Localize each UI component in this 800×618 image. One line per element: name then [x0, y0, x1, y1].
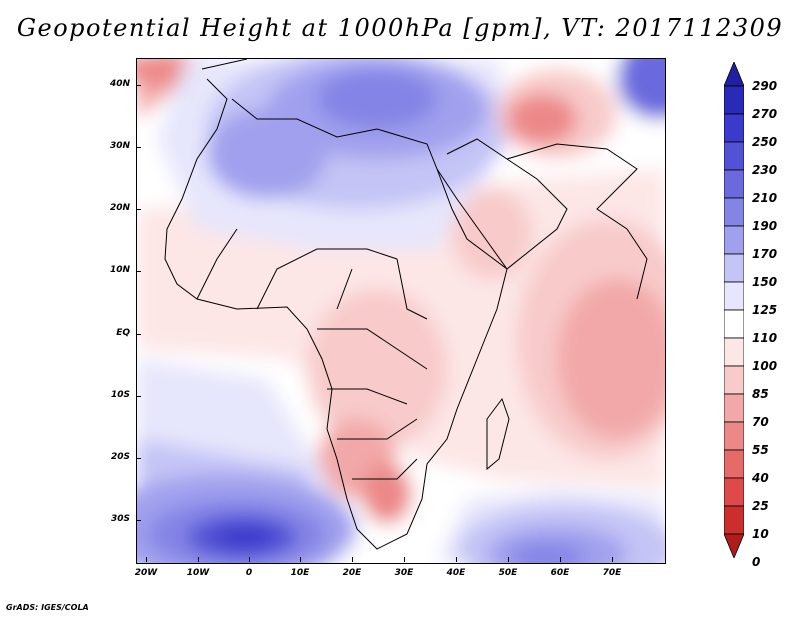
color-bar-segment: [724, 449, 744, 479]
lon-label-40e: 40E: [446, 568, 466, 578]
lon-tick: [404, 557, 405, 562]
lon-tick: [508, 557, 509, 562]
lat-label-30n: 30N: [109, 141, 130, 151]
lat-tick: [136, 396, 141, 397]
legend-label-25: 25: [752, 499, 769, 513]
lat-label-20s: 20S: [110, 452, 130, 462]
legend-label-125: 125: [752, 303, 778, 317]
lon-tick: [249, 557, 250, 562]
lon-tick: [456, 557, 457, 562]
lon-label-10e: 10E: [290, 568, 310, 578]
color-bar-segment: [724, 225, 744, 255]
coastlines: [164, 59, 648, 550]
height-field: [137, 59, 665, 563]
lon-tick: [300, 557, 301, 562]
legend-label-290: 290: [752, 79, 778, 93]
legend-label-110: 110: [752, 331, 778, 345]
lat-tick: [136, 147, 141, 148]
lon-tick: [198, 557, 199, 562]
legend-label-55: 55: [752, 443, 769, 457]
legend-label-40: 40: [752, 471, 769, 485]
color-bar-top-arrow: [724, 62, 744, 87]
lat-label-eq: EQ: [116, 328, 130, 338]
lon-label-20w: 20W: [134, 568, 158, 578]
color-bar-segment: [724, 281, 744, 311]
legend-label-210: 210: [752, 191, 778, 205]
lon-tick: [146, 557, 147, 562]
lat-label-20n: 20N: [109, 203, 130, 213]
lon-label-70e: 70E: [602, 568, 622, 578]
color-bar-segment: [724, 421, 744, 451]
legend-label-270: 270: [752, 107, 778, 121]
lon-label-50e: 50E: [498, 568, 518, 578]
legend-label-0: 0: [752, 555, 761, 569]
color-bar-segment: [724, 253, 744, 283]
legend-label-230: 230: [752, 163, 778, 177]
lon-label-30e: 30E: [394, 568, 414, 578]
lat-label-30s: 30S: [110, 514, 130, 524]
legend-label-170: 170: [752, 247, 778, 261]
legend-label-70: 70: [752, 415, 769, 429]
lat-label-10n: 10N: [109, 265, 130, 275]
color-bar-segment: [724, 85, 744, 115]
lon-tick: [352, 557, 353, 562]
lat-tick: [136, 334, 141, 335]
lat-tick: [136, 85, 141, 86]
color-bar-bottom-arrow: [724, 533, 744, 558]
lat-tick: [136, 271, 141, 272]
lon-label-20e: 20E: [342, 568, 362, 578]
lon-tick: [560, 557, 561, 562]
legend-label-150: 150: [752, 275, 778, 289]
legend-label-10: 10: [752, 527, 769, 541]
color-bar-segment: [724, 337, 744, 367]
page-title: Geopotential Height at 1000hPa [gpm], VT…: [16, 14, 784, 42]
map-canvas: [137, 59, 665, 563]
lat-tick: [136, 209, 141, 210]
legend-label-250: 250: [752, 135, 778, 149]
legend-label-85: 85: [752, 387, 769, 401]
credit-text: GrADS: IGES/COLA: [6, 603, 89, 612]
color-bar-segment: [724, 113, 744, 143]
color-bar: [724, 62, 744, 558]
legend-label-100: 100: [752, 359, 778, 373]
lat-label-40n: 40N: [109, 79, 130, 89]
color-bar-segment: [724, 477, 744, 507]
color-bar-segment: [724, 169, 744, 199]
lon-label-60e: 60E: [550, 568, 570, 578]
color-bar-segment: [724, 505, 744, 535]
lat-tick: [136, 458, 141, 459]
color-bar-segment: [724, 141, 744, 171]
lon-label-0: 0: [245, 568, 253, 578]
color-bar-segment: [724, 197, 744, 227]
color-bar-segment: [724, 365, 744, 395]
color-bar-segment: [724, 393, 744, 423]
map-panel[interactable]: [136, 58, 666, 564]
lon-tick: [612, 557, 613, 562]
legend-label-190: 190: [752, 219, 778, 233]
lon-label-10w: 10W: [186, 568, 210, 578]
color-bar-segment: [724, 309, 744, 339]
lat-tick: [136, 520, 141, 521]
lat-label-10s: 10S: [110, 390, 130, 400]
